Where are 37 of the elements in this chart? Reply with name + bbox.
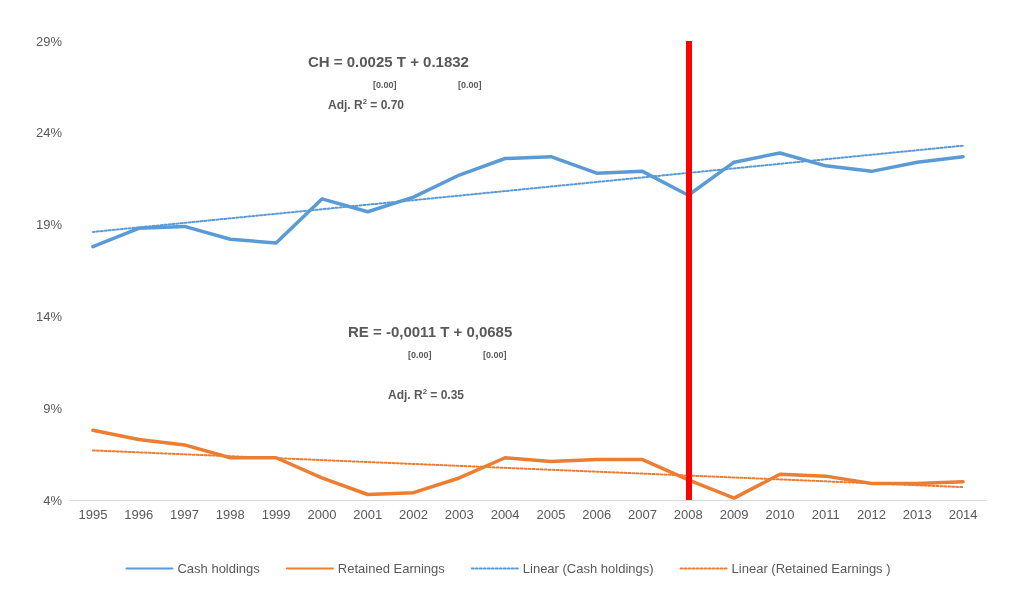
y-tick-label: 29% [35,33,63,49]
x-tick-label: 2003 [444,507,474,522]
legend-label: Linear (Retained Earnings ) [731,561,891,576]
legend-label: Cash holdings [177,561,261,576]
x-tick-label: 2002 [399,507,428,522]
x-tick-label: 1996 [124,507,154,522]
annotation: [0.00] [408,349,432,360]
y-tick-label: 14% [35,308,63,324]
x-tick-label: 2005 [536,507,566,522]
legend-label: Retained Earnings [337,561,446,576]
line-series [91,428,965,500]
x-tick-label: 1999 [261,507,291,522]
x-tick-label: 2011 [811,507,840,522]
y-tick-label: 4% [43,492,63,508]
x-tick-label: 1995 [78,507,108,522]
annotation: [0.00] [373,80,397,90]
x-tick-label: 2000 [307,507,337,522]
annotation: [0.00] [458,80,482,90]
x-tick-label: 2006 [582,507,612,522]
x-tick-label: 2013 [902,507,932,522]
x-tick-label: 2004 [490,507,520,522]
x-tick-label: 2001 [353,507,383,522]
y-tick-label: 9% [43,400,63,416]
legend-label: Linear (Cash holdings) [522,561,654,576]
y-tick-label: 19% [35,217,63,233]
annotation: CH = 0.0025 T + 0.1832 [308,53,469,71]
x-tick-label: 1998 [215,507,245,522]
x-tick-label: 2008 [673,507,703,522]
annotation: RE = -0,0011 T + 0,0685 [348,323,513,341]
x-tick-label: 2010 [765,507,795,522]
annotation: [0.00] [483,349,507,360]
x-tick-label: 2012 [857,507,886,522]
x-tick-label: 2014 [948,507,978,522]
y-tick-label: 24% [35,125,63,141]
x-tick-label: 1997 [170,507,199,522]
x-tick-label: 2007 [628,507,657,522]
x-tick-label: 2009 [719,507,749,522]
